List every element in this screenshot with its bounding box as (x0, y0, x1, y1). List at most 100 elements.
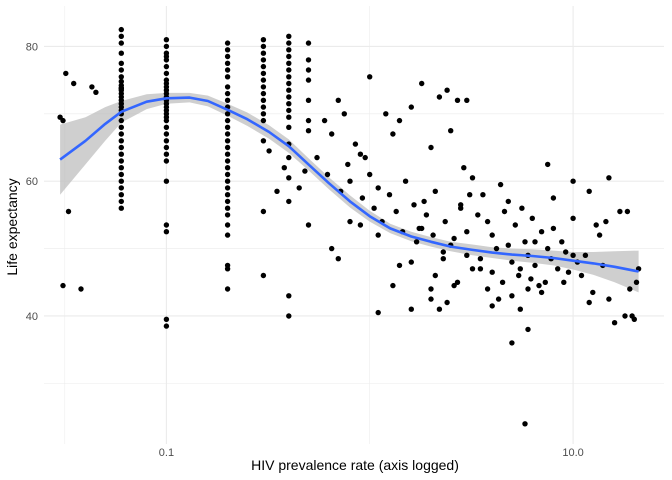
data-point (224, 117, 231, 124)
data-point (432, 272, 438, 279)
data-point (396, 262, 403, 269)
data-point (522, 239, 528, 245)
data-point (224, 158, 231, 164)
data-point (390, 282, 396, 289)
data-point (529, 215, 535, 221)
data-point (65, 208, 72, 215)
data-point (118, 171, 125, 178)
x-tick-label: 0.1 (159, 447, 174, 459)
data-point (335, 97, 341, 104)
data-point (357, 151, 364, 157)
data-point (501, 208, 508, 215)
data-point (408, 104, 414, 110)
data-point (499, 279, 506, 285)
x-axis-title: HIV prevalence rate (axis logged) (251, 457, 459, 473)
data-point (286, 67, 292, 73)
data-point (224, 185, 231, 191)
data-point (517, 306, 523, 312)
data-point (260, 77, 267, 83)
data-point (260, 272, 267, 279)
data-point (286, 101, 292, 107)
data-point (563, 249, 569, 255)
data-point (469, 266, 476, 272)
data-point (260, 37, 267, 43)
data-point (163, 131, 170, 137)
data-point (509, 340, 515, 346)
data-point (497, 181, 504, 188)
data-point (118, 82, 125, 89)
data-point (118, 138, 125, 144)
data-point (357, 222, 364, 228)
data-point (464, 229, 470, 235)
data-point (617, 208, 623, 215)
data-point (480, 192, 486, 198)
data-point (286, 124, 292, 130)
data-point (286, 53, 292, 60)
data-point (586, 299, 592, 306)
data-point (224, 205, 231, 211)
data-point (464, 252, 470, 258)
data-point (224, 178, 231, 184)
data-point (224, 165, 231, 171)
y-tick-label: 40 (26, 311, 38, 323)
data-point (260, 97, 267, 104)
data-point (367, 171, 373, 178)
data-point (371, 205, 377, 211)
data-point (545, 161, 551, 168)
data-point (163, 63, 170, 70)
data-point (559, 239, 565, 245)
data-point (484, 218, 491, 225)
data-point (163, 138, 170, 144)
x-tick-label: 10.0 (562, 447, 583, 459)
data-point (286, 313, 292, 319)
data-point (163, 37, 170, 43)
data-point (286, 40, 292, 46)
data-point (286, 87, 292, 93)
data-point (561, 279, 567, 285)
data-point (586, 188, 592, 194)
data-point (305, 117, 312, 124)
data-point (347, 178, 353, 184)
y-tick-label: 60 (26, 176, 38, 188)
data-point (341, 111, 347, 117)
data-point (163, 178, 170, 184)
data-point (505, 242, 511, 248)
data-point (260, 84, 267, 90)
data-point (118, 40, 125, 46)
data-point (305, 97, 312, 104)
data-point (93, 89, 99, 96)
data-points (57, 26, 642, 427)
data-point (60, 117, 66, 124)
data-point (606, 175, 612, 181)
data-point (118, 78, 125, 85)
data-point (408, 306, 414, 312)
data-point (525, 286, 531, 292)
data-point (324, 171, 331, 178)
data-point (362, 154, 368, 161)
data-point (512, 222, 518, 228)
data-point (224, 60, 231, 66)
data-point (335, 256, 341, 262)
data-point (359, 195, 366, 201)
data-point (163, 124, 170, 130)
data-point (224, 97, 231, 104)
data-point (224, 111, 231, 117)
confidence-band (60, 92, 639, 293)
data-point (493, 245, 500, 252)
data-point (555, 266, 561, 272)
data-point (469, 175, 476, 181)
data-point (545, 245, 551, 252)
data-point (428, 286, 434, 292)
data-point (260, 111, 267, 117)
data-point (578, 272, 585, 279)
data-point (118, 144, 125, 151)
data-point (163, 323, 170, 329)
data-point (509, 293, 515, 299)
data-point (484, 286, 491, 292)
data-point (118, 74, 125, 80)
data-point (224, 74, 231, 80)
data-point (375, 185, 381, 191)
data-point (345, 161, 351, 168)
data-point (451, 282, 457, 289)
data-point (224, 171, 231, 178)
